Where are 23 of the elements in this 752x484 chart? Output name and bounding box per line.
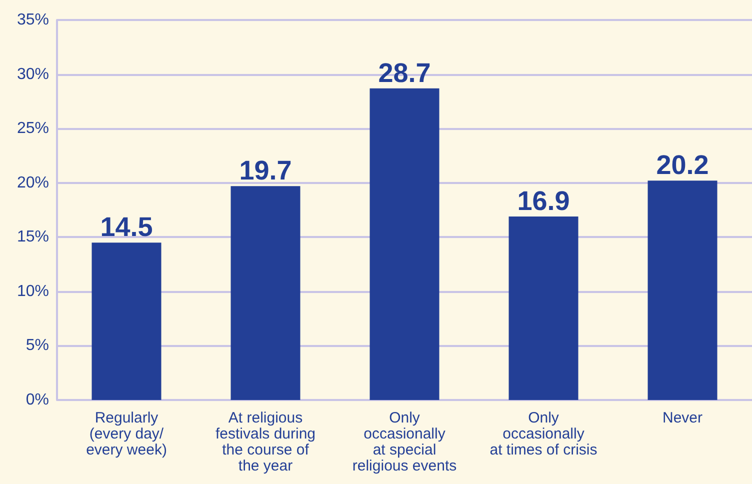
y-tick-label: 30% (16, 66, 49, 83)
data-label: 20.2 (656, 150, 709, 180)
y-tick-label: 25% (16, 120, 49, 138)
bar (508, 216, 578, 400)
x-tick-label: Only occasionally at special religious events (352, 410, 457, 474)
bar (370, 88, 440, 400)
x-tick-label: At religious festivals during the course of the year (215, 410, 316, 474)
y-tick-label: 10% (16, 282, 49, 300)
x-tick-label: Only occasionally at times of crisis (490, 410, 598, 458)
y-tick-label: 15% (16, 228, 49, 246)
x-tick-label: Regularly (every day/ every week) (86, 410, 167, 458)
y-tick-label: 5% (26, 337, 49, 354)
bar (92, 242, 162, 400)
y-tick-label: 0% (26, 392, 49, 408)
bar (230, 186, 300, 400)
data-label: 14.5 (100, 212, 153, 242)
y-tick-label: 35% (16, 12, 49, 28)
data-label: 28.7 (378, 58, 431, 88)
y-tick-label: 20% (16, 174, 49, 192)
bar (648, 180, 718, 400)
data-label: 19.7 (239, 156, 292, 186)
x-tick-label: Never (662, 410, 703, 426)
data-label: 16.9 (517, 186, 570, 216)
